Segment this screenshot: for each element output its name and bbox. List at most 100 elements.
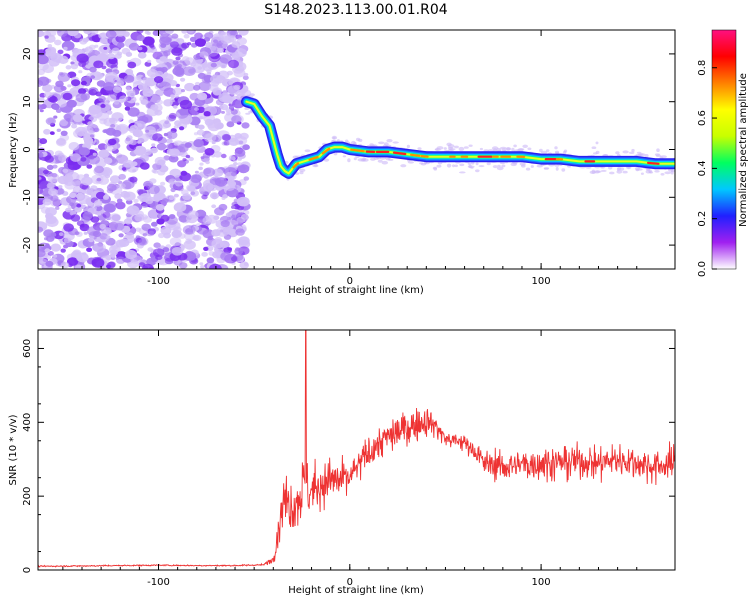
ridge-core-dash — [410, 153, 421, 157]
ridge-halo-speckle — [478, 165, 485, 168]
noise-speckle — [200, 265, 205, 269]
noise-speckle — [153, 242, 161, 248]
noise-speckle — [202, 229, 215, 239]
noise-speckle — [154, 156, 166, 166]
ridge-halo-speckle — [356, 137, 361, 142]
noise-speckle — [221, 197, 226, 200]
noise-speckle — [60, 85, 65, 89]
ridge-halo-speckle — [436, 164, 442, 168]
noise-speckle — [38, 49, 46, 56]
noise-speckle — [57, 55, 69, 64]
noise-speckle — [162, 247, 170, 253]
noise-speckle — [137, 123, 143, 128]
snr-frame — [37, 329, 676, 571]
noise-speckle — [194, 32, 203, 40]
noise-speckle — [125, 51, 133, 57]
noise-speckle — [79, 147, 90, 156]
noise-speckle — [160, 214, 170, 222]
ridge-halo-speckle — [522, 144, 528, 148]
ridge-core-dash — [350, 148, 365, 153]
noise-speckle — [141, 203, 148, 208]
ridge-halo-speckle — [304, 149, 311, 153]
noise-speckle — [171, 47, 183, 56]
ridge-halo-speckle — [594, 170, 600, 174]
noise-speckle — [97, 212, 102, 216]
noise-speckle — [42, 31, 52, 38]
ridge-halo-speckle — [454, 145, 459, 149]
ridge-halo-speckle — [644, 154, 649, 158]
ridge-halo-speckle — [622, 170, 628, 174]
noise-speckle — [106, 206, 113, 212]
noise-speckle — [48, 188, 58, 196]
noise-speckle — [68, 142, 80, 151]
noise-speckle — [136, 111, 146, 119]
noise-speckle — [60, 248, 66, 253]
noise-speckle — [76, 220, 85, 227]
ridge-halo-speckle — [622, 150, 629, 154]
ridge-core-dash — [308, 156, 319, 161]
noise-speckle — [62, 168, 69, 173]
noise-speckle — [177, 143, 189, 153]
noise-speckle — [225, 108, 232, 113]
noise-speckle — [39, 109, 44, 113]
noise-speckle — [173, 141, 179, 146]
noise-speckle — [129, 125, 139, 132]
ridge-halo-speckle — [634, 166, 641, 171]
noise-speckle — [204, 118, 214, 126]
ridge-halo-speckle — [479, 147, 483, 151]
noise-speckle — [155, 70, 164, 78]
ridge-halo-speckle — [370, 157, 376, 161]
noise-speckle — [203, 167, 216, 177]
noise-speckle — [193, 139, 204, 148]
ridge-halo-speckle — [664, 171, 672, 175]
noise-speckle — [86, 247, 93, 252]
noise-speckle — [154, 76, 164, 84]
ridge-halo-speckle — [521, 164, 526, 168]
ridge-halo-speckle — [561, 168, 566, 172]
ridge-halo-speckle — [660, 155, 667, 159]
ridge-halo-speckle — [536, 164, 543, 168]
ridge-halo-speckle — [554, 146, 558, 150]
noise-speckle — [38, 152, 44, 158]
ridge-core-dash — [646, 161, 660, 165]
noise-speckle — [42, 198, 52, 206]
noise-speckle — [163, 149, 168, 153]
noise-speckle — [199, 262, 204, 266]
noise-speckle — [99, 37, 108, 44]
noise-speckle — [63, 223, 74, 232]
noise-speckle — [172, 60, 179, 65]
noise-speckle — [187, 30, 194, 33]
ridge-halo-speckle — [357, 158, 365, 162]
ridge-halo-speckle — [595, 141, 599, 145]
noise-speckle — [220, 31, 226, 36]
noise-speckle — [87, 121, 94, 126]
noise-speckle — [222, 95, 233, 104]
ridge-halo-speckle — [543, 167, 549, 170]
noise-speckle — [56, 99, 68, 108]
noise-speckle — [94, 147, 99, 152]
noise-speckle — [96, 110, 110, 121]
noise-speckle — [111, 47, 120, 54]
ridge-halo-speckle — [640, 172, 644, 175]
noise-speckle — [101, 65, 107, 70]
noise-speckle — [210, 192, 219, 200]
noise-speckle — [56, 128, 61, 132]
noise-speckle — [149, 43, 155, 48]
ridge-halo-speckle — [648, 169, 652, 174]
noise-speckle — [52, 104, 60, 111]
noise-speckle — [220, 251, 232, 261]
noise-speckle — [235, 228, 245, 236]
ridge-halo-speckle — [383, 142, 389, 147]
noise-speckle — [57, 72, 71, 82]
noise-speckle — [96, 177, 102, 182]
noise-speckle — [38, 30, 45, 38]
noise-speckle — [178, 233, 186, 239]
noise-speckle — [177, 186, 184, 192]
noise-speckle — [38, 76, 50, 86]
noise-speckle — [216, 123, 223, 128]
noise-speckle — [206, 257, 215, 264]
noise-speckle — [38, 179, 49, 189]
noise-speckle — [42, 169, 49, 175]
noise-speckle — [103, 82, 115, 91]
